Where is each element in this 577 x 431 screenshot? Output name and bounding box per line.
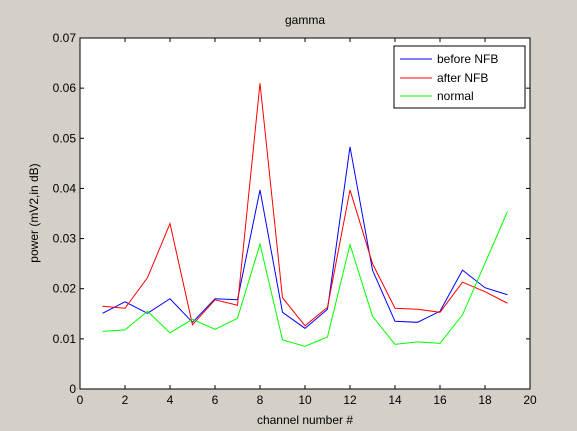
axes-box	[79, 37, 531, 390]
x-tick-label: 14	[388, 393, 402, 407]
y-tick-label: 0.06	[53, 81, 77, 95]
x-tick-label: 16	[433, 393, 447, 407]
y-tick-label: 0.04	[53, 181, 77, 195]
y-tick-label: 0.01	[53, 332, 77, 346]
legend-box	[393, 45, 526, 109]
x-tick-label: 6	[212, 393, 219, 407]
y-tick-label: 0.05	[53, 131, 77, 145]
series-line-before-nfb	[102, 146, 508, 329]
x-tick-label: 10	[298, 393, 312, 407]
x-tick-label: 18	[478, 393, 492, 407]
legend: before NFB after NFB normal	[393, 45, 526, 109]
legend-label-after-nfb: after NFB	[437, 71, 488, 85]
x-tick-label: 0	[77, 393, 84, 407]
y-tick-label: 0.07	[53, 31, 77, 45]
series-line-normal	[102, 211, 508, 347]
chart-title: gamma	[285, 13, 325, 27]
y-tick-label: 0	[69, 382, 76, 396]
legend-label-before-nfb: before NFB	[437, 52, 498, 66]
series-line-after-nfb	[102, 83, 508, 327]
y-axis-label: power (mV2,in dB)	[27, 163, 41, 262]
legend-label-normal: normal	[437, 89, 474, 103]
x-tick-label: 4	[167, 393, 174, 407]
x-tick-label: 12	[343, 393, 357, 407]
x-tick-label: 20	[523, 393, 537, 407]
y-tick-label: 0.03	[53, 232, 77, 246]
y-tick-label: 0.02	[53, 282, 77, 296]
x-axis-label: channel number #	[257, 413, 353, 427]
x-tick-label: 2	[122, 393, 129, 407]
x-tick-label: 8	[257, 393, 264, 407]
